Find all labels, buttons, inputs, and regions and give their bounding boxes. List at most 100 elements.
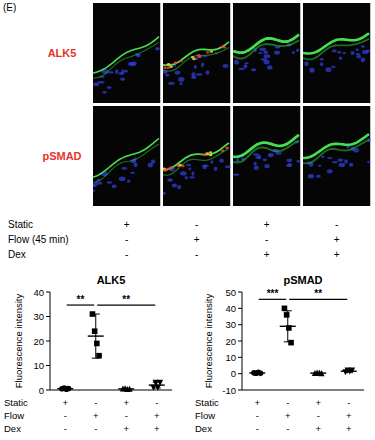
- condition-value: -: [195, 219, 198, 230]
- nucleus: [98, 81, 105, 84]
- membrane-faint: [303, 39, 369, 60]
- y-tick-label: 20: [225, 336, 236, 347]
- condition-value: +: [123, 397, 129, 408]
- nucleus: [350, 51, 354, 55]
- stain-spot: [225, 147, 229, 149]
- image-bg: [233, 3, 301, 103]
- condition-value: -: [286, 423, 289, 434]
- image-bg: [233, 106, 301, 206]
- condition-label: Dex: [195, 423, 212, 434]
- nucleus: [130, 172, 135, 174]
- condition-value: +: [315, 397, 321, 408]
- condition-value: +: [346, 423, 352, 434]
- nucleus: [325, 67, 331, 72]
- condition-value: +: [346, 410, 352, 421]
- nucleus: [210, 160, 213, 163]
- plot-data: [249, 306, 357, 377]
- stain-spot: [205, 152, 209, 154]
- nucleus: [263, 51, 268, 55]
- nucleus: [178, 77, 184, 82]
- y-tick-label: 0: [231, 368, 236, 379]
- image-bg: [163, 3, 231, 103]
- nucleus: [107, 181, 112, 184]
- nucleus: [332, 50, 337, 53]
- condition-value: -: [64, 410, 67, 421]
- nucleus: [356, 48, 359, 51]
- image-bg: [303, 3, 371, 103]
- nucleus: [321, 156, 324, 159]
- nucleus: [185, 176, 188, 179]
- stain-spot: [209, 154, 213, 156]
- nucleus: [337, 51, 341, 54]
- stain-spot: [209, 151, 213, 153]
- condition-value: -: [155, 397, 158, 408]
- figure: (E)ALK5pSMADStatic+-+-Flow (45 min)-+-+D…: [0, 0, 375, 440]
- stain-spot: [192, 58, 196, 60]
- condition-value: -: [335, 219, 338, 230]
- nucleus: [268, 153, 274, 157]
- membrane-faint: [233, 40, 299, 59]
- membrane: [233, 135, 299, 157]
- sig-label: **: [77, 294, 85, 305]
- nucleus: [191, 171, 194, 175]
- y-tick: [46, 390, 50, 391]
- nucleus: [253, 153, 259, 156]
- nucleus: [188, 167, 191, 170]
- nucleus: [267, 65, 273, 69]
- chart-title: pSMAD: [283, 274, 322, 286]
- sig-label: **: [122, 294, 130, 305]
- condition-value: +: [315, 423, 321, 434]
- nucleus: [165, 74, 169, 77]
- mean-line: [57, 388, 73, 389]
- condition-label: Static: [4, 397, 28, 408]
- nucleus: [124, 70, 127, 73]
- y-tick-label: 30: [33, 311, 44, 322]
- error-cap: [92, 314, 100, 315]
- y-tick: [238, 341, 242, 342]
- nucleus: [296, 160, 300, 163]
- nucleus: [274, 50, 280, 54]
- nucleus: [361, 45, 365, 48]
- nucleus: [186, 164, 191, 167]
- stain-spot: [167, 63, 171, 65]
- nucleus: [319, 58, 323, 60]
- condition-label: Flow (45 min): [8, 234, 69, 245]
- point: [288, 340, 294, 346]
- row-label: pSMAD: [42, 150, 81, 162]
- error-cap: [153, 382, 161, 383]
- nucleus: [296, 49, 299, 52]
- y-tick: [238, 324, 242, 325]
- nucleus: [102, 91, 107, 94]
- x-axis: [242, 390, 364, 391]
- nucleus: [133, 162, 137, 167]
- condition-value: +: [264, 249, 270, 260]
- nucleus: [93, 82, 99, 86]
- y-tick-label: 10: [225, 352, 236, 363]
- image-bg: [163, 106, 231, 206]
- condition-value: -: [125, 234, 128, 245]
- stain-spot: [179, 60, 183, 62]
- y-tick-label: 0: [39, 385, 44, 396]
- y-tick: [46, 341, 50, 342]
- stain-spot: [221, 150, 225, 152]
- stain-spot: [170, 166, 174, 168]
- nucleus: [262, 159, 267, 161]
- point: [92, 328, 98, 334]
- nucleus: [356, 55, 361, 59]
- nucleus: [234, 60, 239, 65]
- nucleus: [238, 68, 244, 70]
- nucleus: [304, 61, 308, 66]
- membrane: [233, 35, 299, 53]
- stain-spot: [210, 50, 214, 52]
- nucleus: [233, 173, 239, 175]
- nucleus: [203, 165, 209, 167]
- nucleus: [258, 52, 263, 54]
- micrograph: [163, 3, 231, 103]
- membrane-faint: [93, 144, 159, 182]
- membrane: [303, 33, 369, 53]
- y-tick: [238, 292, 242, 293]
- y-axis-label: Fluorescence intensity: [13, 293, 24, 388]
- nucleus: [264, 164, 269, 168]
- condition-value: -: [125, 249, 128, 260]
- nucleus: [320, 62, 324, 66]
